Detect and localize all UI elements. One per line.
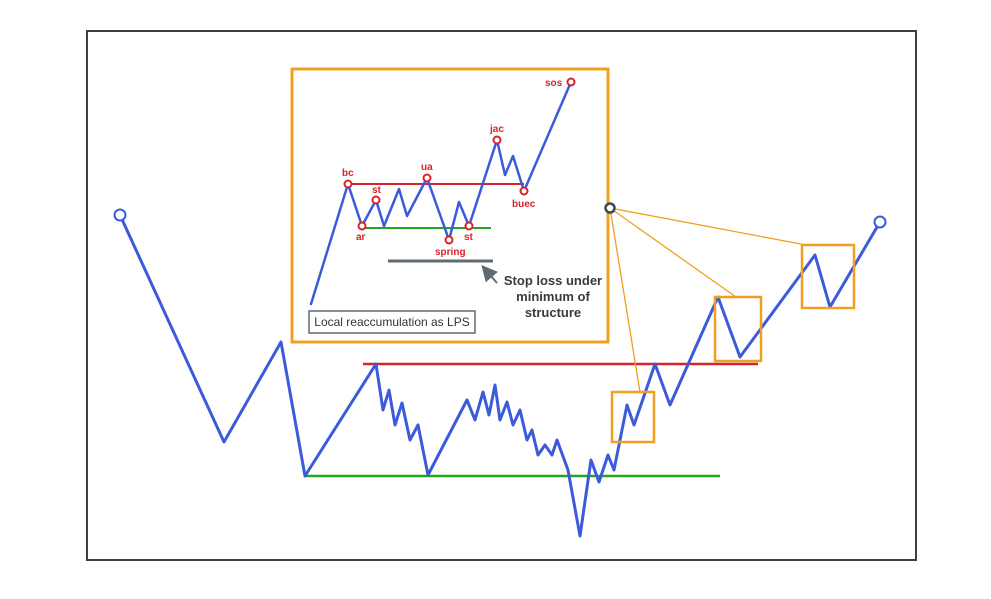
bc-point <box>343 179 353 189</box>
st-point-1 <box>371 195 381 205</box>
ar-point <box>357 221 367 231</box>
callout-line-1 <box>609 207 641 393</box>
label-ua: ua <box>421 162 433 173</box>
label-buec: buec <box>512 199 536 210</box>
sos-point <box>566 77 576 87</box>
stop-arrow-icon <box>481 264 498 284</box>
label-spring: spring <box>435 247 466 258</box>
stop-note-line-3: structure <box>525 305 581 320</box>
label-bc: bc <box>342 168 354 179</box>
inset-point-markers <box>343 77 576 245</box>
label-st-2: st <box>464 232 474 243</box>
callout-line-2 <box>609 207 737 298</box>
end-marker-icon <box>873 215 887 229</box>
jac-point <box>492 135 502 145</box>
start-marker-icon <box>113 208 127 222</box>
caption-box <box>308 310 476 334</box>
inset-price-line <box>309 80 573 306</box>
callout-pivot-icon <box>604 202 616 214</box>
st-point-2 <box>464 221 474 231</box>
highlight-box-2 <box>713 295 763 363</box>
highlight-box-1 <box>610 390 656 444</box>
ua-point <box>422 173 432 183</box>
label-st-1: st <box>372 185 382 196</box>
inset-panel <box>290 67 610 344</box>
highlight-box-3 <box>800 243 856 310</box>
stop-note-line-1: Stop loss under <box>504 273 602 288</box>
main-price-line <box>118 213 882 538</box>
stop-note-line-2: minimum of <box>516 289 590 304</box>
label-sos: sos <box>545 78 563 89</box>
spring-point <box>444 235 454 245</box>
callout-line-3 <box>609 207 807 246</box>
label-jac: jac <box>489 124 504 135</box>
caption-text: Local reaccumulation as LPS <box>314 315 469 329</box>
label-ar: ar <box>356 232 366 243</box>
buec-point <box>519 186 529 196</box>
